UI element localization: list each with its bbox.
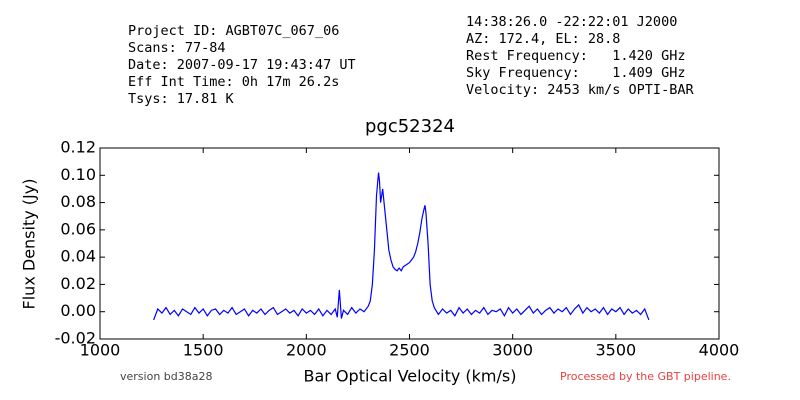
info-line: Velocity: 2453 km/s OPTI-BAR <box>466 82 694 98</box>
x-axis-label: Bar Optical Velocity (km/s) <box>304 367 517 386</box>
info-line: Sky Frequency: 1.409 GHz <box>466 65 685 81</box>
y-tick-label: 0.02 <box>60 274 96 293</box>
x-tick-label: 3000 <box>492 341 533 360</box>
info-line: AZ: 172.4, EL: 28.8 <box>466 31 620 47</box>
y-tick-label: 0.04 <box>60 247 96 266</box>
info-line: Date: 2007-09-17 19:43:47 UT <box>128 57 356 73</box>
chart-title: pgc52324 <box>365 116 455 137</box>
y-tick-label: -0.02 <box>55 329 96 348</box>
info-line: Rest Frequency: 1.420 GHz <box>466 48 685 64</box>
info-line: 14:38:26.0 -22:22:01 J2000 <box>466 14 677 30</box>
info-line: Tsys: 17.81 K <box>128 91 235 107</box>
y-tick-label: 0.00 <box>60 301 96 320</box>
y-tick-label: 0.08 <box>60 192 96 211</box>
y-tick-label: 0.06 <box>60 219 96 238</box>
spectrum-line <box>153 172 650 321</box>
x-tick-label: 2500 <box>389 341 430 360</box>
x-tick-label: 1500 <box>183 341 224 360</box>
info-line: Scans: 77-84 <box>128 40 226 56</box>
x-tick-label: 4000 <box>699 341 740 360</box>
x-tick-label: 1000 <box>80 341 121 360</box>
info-line: Eff Int Time: 0h 17m 26.2s <box>128 74 339 90</box>
x-tick-label: 2000 <box>286 341 327 360</box>
x-tick-label: 3500 <box>595 341 636 360</box>
y-tick-label: 0.10 <box>60 165 96 184</box>
y-axis-label: Flux Density (Jy) <box>20 179 39 310</box>
y-tick-label: 0.12 <box>60 138 96 157</box>
pipeline-note: Processed by the GBT pipeline. <box>560 370 731 383</box>
version-note: version bd38a28 <box>120 370 213 383</box>
info-line: Project ID: AGBT07C_067_06 <box>128 23 339 39</box>
